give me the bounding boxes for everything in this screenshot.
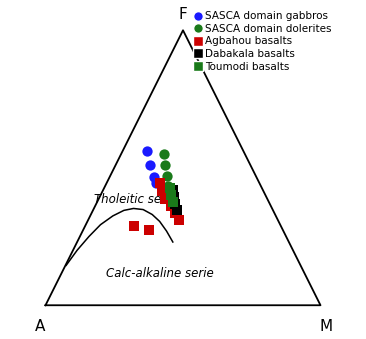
Point [172, 211, 178, 216]
Point [151, 174, 157, 179]
Legend: SASCA domain gabbros, SASCA domain dolerites, Agbahou basalts, Dabakala basalts,: SASCA domain gabbros, SASCA domain doler… [194, 11, 331, 72]
Text: A: A [35, 319, 45, 334]
Point [176, 217, 182, 223]
Point [147, 162, 153, 168]
Point [162, 197, 168, 202]
Point [157, 180, 163, 185]
Text: Calc-alkaline serie: Calc-alkaline serie [106, 267, 214, 280]
Point [174, 208, 180, 213]
Point [169, 199, 175, 205]
Text: Tholeitic serie: Tholeitic serie [94, 193, 176, 206]
Point [171, 194, 177, 199]
Point [167, 186, 173, 191]
Point [161, 151, 167, 157]
Point [162, 162, 168, 168]
Point [146, 227, 152, 232]
Point [144, 148, 150, 154]
Point [170, 187, 176, 193]
Point [168, 203, 173, 209]
Point [168, 193, 174, 198]
Point [164, 173, 169, 179]
Text: M: M [320, 319, 333, 334]
Point [160, 188, 165, 194]
Point [131, 223, 137, 228]
Point [153, 180, 158, 185]
Text: F: F [179, 7, 187, 22]
Point [165, 184, 171, 189]
Point [172, 201, 178, 206]
